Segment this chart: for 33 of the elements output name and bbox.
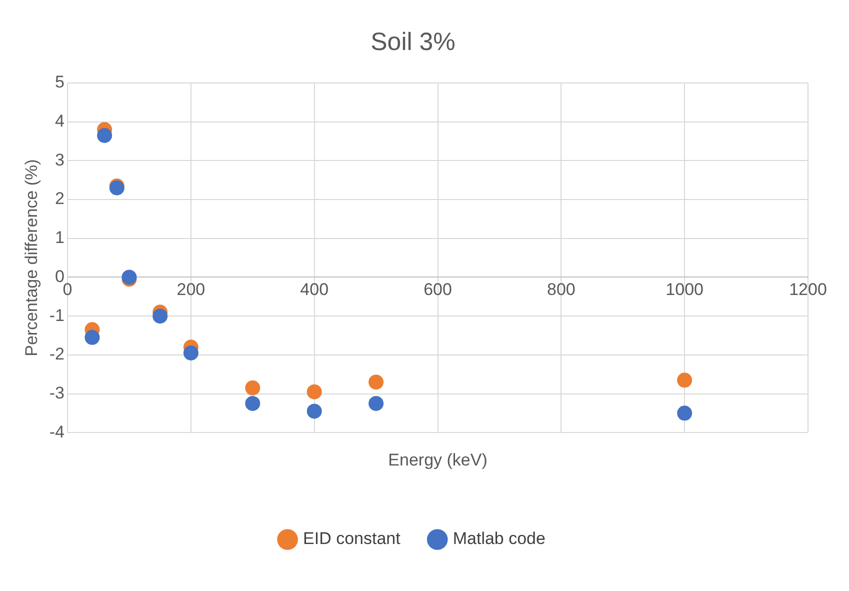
y-axis-title: Percentage difference (%) [22,159,41,356]
chart-title: Soil 3% [370,28,456,56]
point [306,384,322,400]
y-tick-label: 0 [55,266,65,286]
y-tick-label: 2 [55,189,65,208]
point [183,345,198,360]
point [97,128,112,143]
y-tick-label: -4 [49,422,65,442]
y-tick-label: 5 [55,72,65,92]
x-tick-label: 200 [176,280,206,300]
point [368,374,384,390]
x-tick-label: 600 [424,280,452,300]
x-tick-label: 400 [300,280,329,300]
y-tick-label: 3 [55,150,65,170]
point [152,308,168,324]
point [245,396,260,411]
x-axis-title: Energy (keV) [388,450,488,470]
legend-label: EID constant [303,529,401,548]
y-tick-label: 4 [55,112,65,131]
x-tick-label: 800 [546,280,576,300]
y-tick-label: -2 [49,344,65,364]
point [84,330,100,345]
y-tick-label: 1 [55,228,65,248]
y-tick-label: -1 [49,306,65,325]
y-tick-label: -3 [49,383,65,402]
point [245,380,260,396]
point [306,404,322,419]
point [368,396,384,411]
x-tick-label: 1000 [666,280,704,300]
point [677,372,692,388]
point [677,406,692,421]
x-tick-label: 1200 [789,280,827,300]
legend-label: Matlab code [452,529,546,548]
